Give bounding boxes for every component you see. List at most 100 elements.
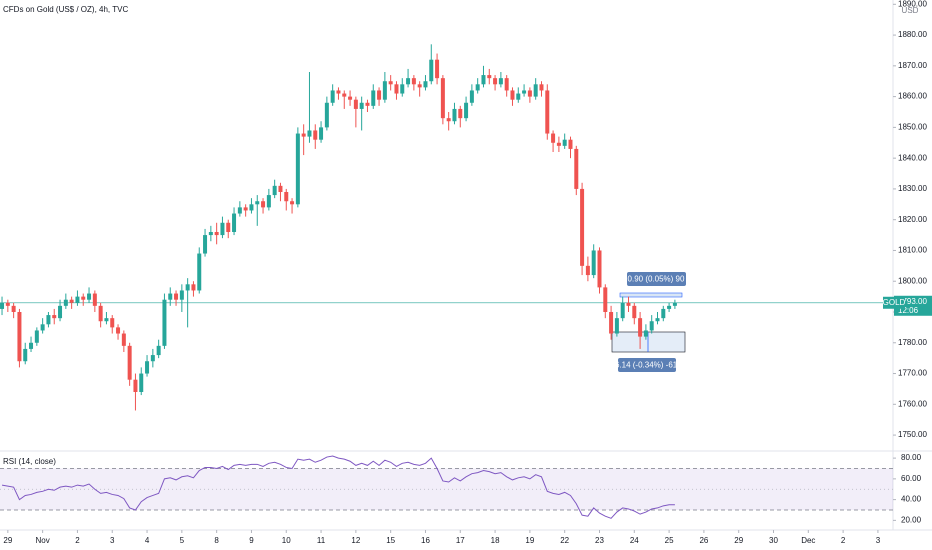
candle-body: [388, 81, 393, 85]
y-tick-label: 1780.00: [898, 338, 927, 347]
candle-body: [290, 201, 295, 205]
candle-body: [110, 318, 115, 328]
candle-body: [87, 293, 92, 300]
x-tick-label: 15: [386, 536, 395, 545]
candle-body: [545, 90, 550, 134]
y-tick-label: 1810.00: [898, 246, 927, 255]
candle-body: [516, 93, 521, 100]
candle-body: [359, 102, 364, 109]
y-tick-label: 1750.00: [898, 430, 927, 439]
x-tick-label: 8: [214, 536, 219, 545]
candle-body: [220, 222, 225, 236]
candle-body: [272, 185, 277, 196]
candle-body: [185, 284, 190, 291]
candle-body: [556, 142, 561, 146]
symbol-label: GOLD: [883, 298, 906, 307]
candle-body: [585, 265, 590, 276]
candle-body: [278, 185, 283, 192]
candles: [0, 44, 677, 411]
last-price-label: 1793.00: [898, 297, 927, 306]
candle-body: [52, 315, 57, 319]
x-tick-label: 29: [734, 536, 743, 545]
candle-body: [324, 102, 329, 128]
x-tick-label: 3: [876, 536, 881, 545]
candle-body: [63, 299, 68, 306]
x-tick-label: 30: [769, 536, 778, 545]
candle-body: [139, 373, 144, 392]
candle-body: [539, 84, 544, 91]
x-tick-label: 2: [75, 536, 80, 545]
candle-body: [17, 312, 22, 362]
candle-body: [487, 75, 492, 79]
candle-body: [261, 201, 266, 208]
candle-body: [574, 148, 579, 189]
y-tick-label: 1880.00: [898, 30, 927, 39]
candle-body: [382, 81, 387, 100]
rsi-band: [0, 468, 893, 510]
rsi-y-tick-label: 60.00: [901, 474, 922, 483]
candle-body: [266, 195, 271, 208]
candle-body: [661, 308, 666, 319]
candle-body: [319, 127, 324, 140]
candle-body: [533, 84, 538, 97]
candle-body: [23, 348, 28, 362]
candle-body: [342, 93, 347, 97]
y-tick-label: 1820.00: [898, 215, 927, 224]
candle-body: [469, 90, 474, 103]
candle-body: [179, 290, 184, 300]
candle-body: [150, 355, 155, 362]
candle-body: [446, 118, 451, 122]
candle-body: [510, 90, 515, 100]
candle-body: [580, 188, 585, 266]
rsi-y-tick-label: 80.00: [901, 453, 922, 462]
candle-body: [29, 342, 34, 349]
candle-body: [295, 133, 300, 205]
candle-body: [237, 207, 242, 214]
x-tick-label: 18: [491, 536, 500, 545]
measure-label-down: [618, 358, 676, 372]
candle-body: [208, 232, 213, 236]
y-tick-label: 1760.00: [898, 399, 927, 408]
candle-body: [371, 90, 376, 106]
candle-body: [313, 130, 318, 140]
candle-body: [92, 293, 97, 306]
candle-body: [191, 284, 196, 291]
candle-body: [353, 99, 358, 109]
x-tick-label: Nov: [36, 536, 50, 545]
x-tick-label: 9: [249, 536, 254, 545]
x-tick-label: 26: [699, 536, 708, 545]
measure-box-up: [619, 292, 683, 298]
candle-body: [40, 324, 45, 331]
y-tick-label: 1830.00: [898, 184, 927, 193]
candle-body: [440, 78, 445, 119]
x-tick-label: 23: [595, 536, 604, 545]
x-tick-label: 11: [317, 536, 326, 545]
x-tick-label: 22: [560, 536, 569, 545]
candle-body: [348, 96, 353, 100]
x-tick-label: Dec: [801, 536, 815, 545]
candle-body: [649, 321, 654, 331]
candle-body: [417, 84, 422, 88]
y-tick-label: 1860.00: [898, 92, 927, 101]
candle-body: [672, 302, 677, 306]
candle-body: [400, 84, 405, 94]
candle-body: [162, 299, 167, 346]
candle-body: [214, 232, 219, 236]
candle-body: [632, 305, 637, 319]
x-tick-label: 3: [110, 536, 115, 545]
candle-body: [81, 296, 86, 300]
x-tick-label: 17: [456, 536, 465, 545]
candle-body: [0, 302, 5, 309]
candle-body: [5, 302, 10, 306]
candle-body: [464, 102, 469, 119]
candle-body: [365, 102, 370, 106]
candle-body: [34, 330, 39, 343]
candle-body: [104, 318, 109, 322]
rsi-y-tick-label: 40.00: [901, 495, 922, 504]
candle-body: [168, 293, 173, 300]
countdown: 12:06: [898, 306, 919, 315]
candle-body: [597, 250, 602, 288]
candle-body: [551, 133, 556, 143]
x-tick-label: 16: [421, 536, 430, 545]
